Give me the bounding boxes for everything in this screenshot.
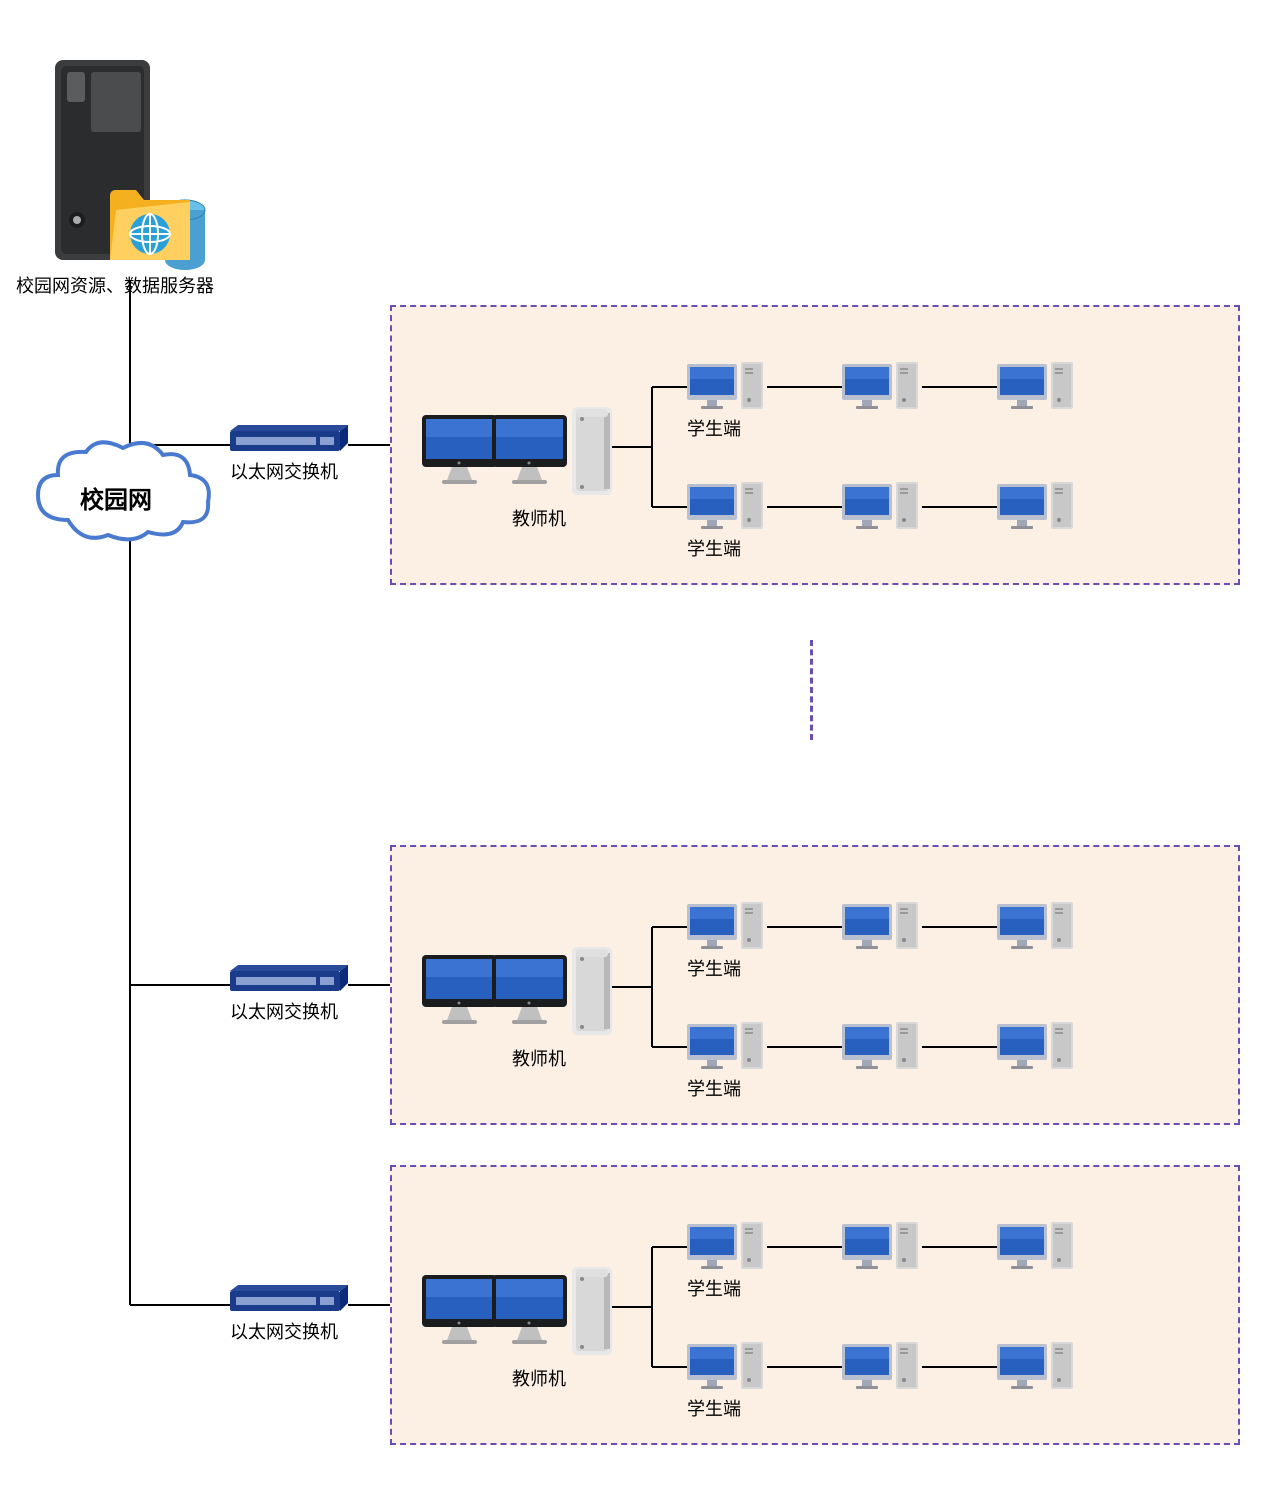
student-label-r2-1: 学生端 (687, 955, 741, 981)
classroom-2: 教师机 学生端 学生端 (390, 845, 1240, 1125)
student-pc-r2-2-2 (842, 1022, 922, 1072)
student-pc-r1-1-2 (842, 362, 922, 412)
student-pc-r3-2-3 (997, 1342, 1077, 1392)
switch-icon-3 (230, 1285, 350, 1315)
ellipsis-connector (810, 640, 813, 740)
switch-label-3: 以太网交换机 (230, 1318, 338, 1344)
teacher-pc-1 (422, 407, 622, 507)
teacher-pc-2 (422, 947, 622, 1047)
student-pc-r3-2-2 (842, 1342, 922, 1392)
teacher-label-2: 教师机 (512, 1045, 566, 1071)
classroom-3: 教师机 学生端 学生端 (390, 1165, 1240, 1445)
student-pc-r1-2-1 (687, 482, 767, 532)
switch-icon-1 (230, 425, 350, 455)
student-pc-r1-2-3 (997, 482, 1077, 532)
switch-label-2: 以太网交换机 (230, 998, 338, 1024)
student-pc-r1-1-3 (997, 362, 1077, 412)
student-label-r1-1: 学生端 (687, 415, 741, 441)
student-pc-r3-1-1 (687, 1222, 767, 1272)
student-pc-r2-2-1 (687, 1022, 767, 1072)
student-label-r3-1: 学生端 (687, 1275, 741, 1301)
server-label: 校园网资源、数据服务器 (16, 272, 214, 298)
student-pc-r2-1-2 (842, 902, 922, 952)
student-pc-r1-2-2 (842, 482, 922, 532)
cloud-label: 校园网 (80, 480, 152, 515)
student-pc-r3-1-3 (997, 1222, 1077, 1272)
student-pc-r1-1-1 (687, 362, 767, 412)
classroom-1: 教师机 学生端 学生端 (390, 305, 1240, 585)
switch-label-1: 以太网交换机 (230, 458, 338, 484)
student-label-r2-2: 学生端 (687, 1075, 741, 1101)
student-pc-r3-1-2 (842, 1222, 922, 1272)
student-label-r3-2: 学生端 (687, 1395, 741, 1421)
student-pc-r2-1-1 (687, 902, 767, 952)
switch-icon-2 (230, 965, 350, 995)
network-diagram: 校园网资源、数据服务器 校园网 以太网交换机 以太网交换机 以太网交换机 教师机… (0, 0, 1269, 1496)
student-label-r1-2: 学生端 (687, 535, 741, 561)
server-icon (30, 60, 220, 270)
teacher-label-1: 教师机 (512, 505, 566, 531)
student-pc-r2-1-3 (997, 902, 1077, 952)
teacher-label-3: 教师机 (512, 1365, 566, 1391)
student-pc-r2-2-3 (997, 1022, 1077, 1072)
student-pc-r3-2-1 (687, 1342, 767, 1392)
teacher-pc-3 (422, 1267, 622, 1367)
